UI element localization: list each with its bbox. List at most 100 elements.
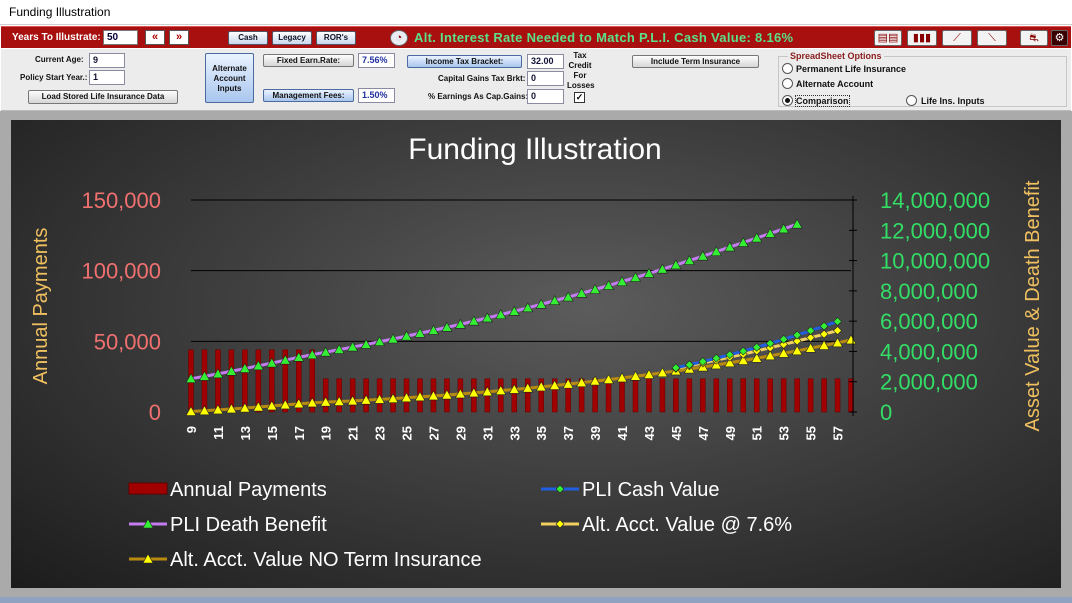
payment-bar bbox=[282, 349, 289, 413]
pli-death-benefit-marker bbox=[670, 259, 682, 270]
payment-bar bbox=[255, 349, 262, 413]
pli-death-benefit-marker bbox=[522, 302, 534, 313]
chart-area: Funding Illustration Annual Payments Ass… bbox=[11, 120, 1061, 588]
earnings-cap-label: % Earnings As Cap.Gains: bbox=[428, 92, 529, 101]
pli-death-benefit-marker bbox=[306, 349, 318, 360]
gear-icon[interactable]: ⚙ bbox=[1051, 30, 1068, 46]
payment-bar bbox=[322, 378, 329, 413]
payment-bar bbox=[686, 378, 693, 413]
x-tick-label: 11 bbox=[211, 426, 226, 440]
trend-chart-icon[interactable]: ⟍ bbox=[977, 30, 1007, 46]
x-tick-label: 25 bbox=[400, 426, 415, 440]
alt-no-term-marker bbox=[764, 350, 776, 361]
payment-bar bbox=[228, 349, 235, 413]
bar-chart-icon[interactable]: ▮▮▮ bbox=[907, 30, 937, 46]
alt-no-term-marker bbox=[441, 389, 453, 400]
alt-no-term-marker bbox=[576, 377, 588, 387]
management-fees-button[interactable]: Management Fees: bbox=[263, 89, 354, 102]
x-tick-label: 29 bbox=[453, 426, 468, 440]
payment-bar bbox=[821, 378, 827, 413]
x-tick-label: 37 bbox=[561, 426, 576, 440]
radio-permanent-life[interactable] bbox=[782, 63, 793, 74]
radio-life-ins-inputs[interactable] bbox=[906, 95, 917, 106]
right-tick-label: 10,000,000 bbox=[880, 249, 990, 274]
car-icon[interactable]: ⛐ bbox=[1020, 30, 1048, 46]
rors-button[interactable]: ROR's bbox=[316, 31, 356, 45]
payment-bar bbox=[336, 378, 342, 413]
income-tax-bracket-button[interactable]: Income Tax Bracket: bbox=[407, 55, 522, 68]
payment-bar bbox=[296, 349, 302, 413]
x-tick-label: 47 bbox=[696, 426, 711, 440]
alt-no-term-marker bbox=[603, 373, 615, 384]
pli-cash-value-marker bbox=[752, 342, 762, 352]
payment-bar bbox=[659, 378, 666, 413]
legend-label: Annual Payments bbox=[170, 479, 327, 501]
table-icon[interactable]: ▤▤ bbox=[874, 30, 902, 46]
spreadsheet-options-title: SpreadSheet Options bbox=[788, 51, 884, 61]
chart-title: Funding Illustration bbox=[408, 133, 661, 166]
pli-death-benefit-marker bbox=[293, 351, 305, 362]
bottom-strip bbox=[0, 597, 1072, 603]
gauge-icon[interactable]: ◔ bbox=[390, 30, 408, 46]
management-fees-input[interactable]: 1.50% bbox=[358, 88, 395, 103]
income-tax-input[interactable]: 32.00 bbox=[527, 54, 564, 69]
pli-death-benefit-marker bbox=[266, 357, 278, 368]
include-term-insurance-button[interactable]: Include Term Insurance bbox=[632, 55, 759, 68]
forward-fast-button[interactable]: » bbox=[169, 30, 189, 45]
right-tick-label: 6,000,000 bbox=[880, 309, 978, 334]
radio-comparison[interactable] bbox=[782, 95, 793, 106]
pli-death-benefit-marker bbox=[603, 279, 615, 290]
right-tick-label: 8,000,000 bbox=[880, 279, 978, 304]
alt-acct-value-marker bbox=[792, 336, 802, 346]
pli-death-benefit-marker bbox=[387, 333, 399, 344]
load-life-data-button[interactable]: Load Stored Life Insurance Data bbox=[28, 90, 178, 104]
pli-cash-value-marker bbox=[833, 317, 842, 326]
pli-cash-value-marker bbox=[725, 350, 735, 360]
alt-no-term-marker bbox=[333, 395, 345, 406]
alt-no-term-marker bbox=[737, 354, 749, 365]
fixed-earn-rate-input[interactable]: 7.56% bbox=[358, 53, 395, 68]
pli-death-benefit-marker bbox=[468, 315, 480, 326]
pli-death-benefit-marker bbox=[279, 354, 291, 365]
left-axis-title: Annual Payments bbox=[30, 228, 52, 385]
legend-swatch-annual-payments bbox=[128, 482, 168, 495]
back-fast-button[interactable]: « bbox=[145, 30, 165, 45]
alt-no-term-marker bbox=[225, 403, 237, 414]
legacy-button[interactable]: Legacy bbox=[272, 31, 312, 45]
alternate-account-inputs-button[interactable]: Alternate Account Inputs bbox=[205, 53, 254, 103]
pli-death-benefit-marker bbox=[427, 324, 439, 335]
alt-no-term-marker bbox=[374, 393, 386, 404]
alt-no-term-marker bbox=[656, 367, 668, 378]
payment-bar bbox=[834, 378, 841, 413]
pli-death-benefit-marker bbox=[629, 271, 641, 282]
pli-cash-value-marker bbox=[779, 334, 789, 344]
cap-gains-input[interactable]: 0 bbox=[527, 71, 564, 86]
pli-cash-value-marker bbox=[806, 326, 816, 336]
alt-acct-value-marker bbox=[779, 340, 789, 349]
cash-button[interactable]: Cash bbox=[228, 31, 268, 45]
alt-no-term-marker bbox=[347, 395, 359, 406]
pli-cash-value-marker bbox=[792, 330, 802, 340]
radio-alternate-account[interactable] bbox=[782, 78, 793, 89]
x-tick-label: 49 bbox=[723, 426, 738, 440]
tax-credit-checkbox[interactable]: ✓ bbox=[574, 92, 585, 103]
payment-bar bbox=[794, 378, 800, 413]
window-title: Funding Illustration bbox=[9, 5, 111, 19]
input-panel: Current Age: 9 Policy Start Year.: 1 Loa… bbox=[1, 49, 1071, 111]
window-titlebar: Funding Illustration bbox=[0, 0, 1072, 25]
pli-death-benefit-marker bbox=[697, 250, 709, 261]
x-tick-label: 33 bbox=[507, 426, 522, 440]
years-input[interactable]: 50 bbox=[103, 30, 138, 45]
current-age-input[interactable]: 9 bbox=[89, 53, 125, 68]
right-axis-title: Asset Value & Death Benefit bbox=[1022, 180, 1044, 431]
policy-start-input[interactable]: 1 bbox=[89, 70, 125, 85]
x-tick-label: 13 bbox=[238, 426, 253, 440]
line-chart-icon[interactable]: ⟋ bbox=[942, 30, 972, 46]
pli-death-benefit-marker bbox=[252, 360, 264, 371]
payment-bar bbox=[269, 349, 275, 413]
earnings-cap-input[interactable]: 0 bbox=[527, 89, 564, 104]
fixed-earn-rate-button[interactable]: Fixed Earn.Rate: bbox=[263, 54, 354, 67]
x-tick-label: 57 bbox=[831, 426, 846, 440]
pli-death-benefit-marker bbox=[481, 312, 493, 323]
left-tick-label: 50,000 bbox=[94, 329, 161, 354]
